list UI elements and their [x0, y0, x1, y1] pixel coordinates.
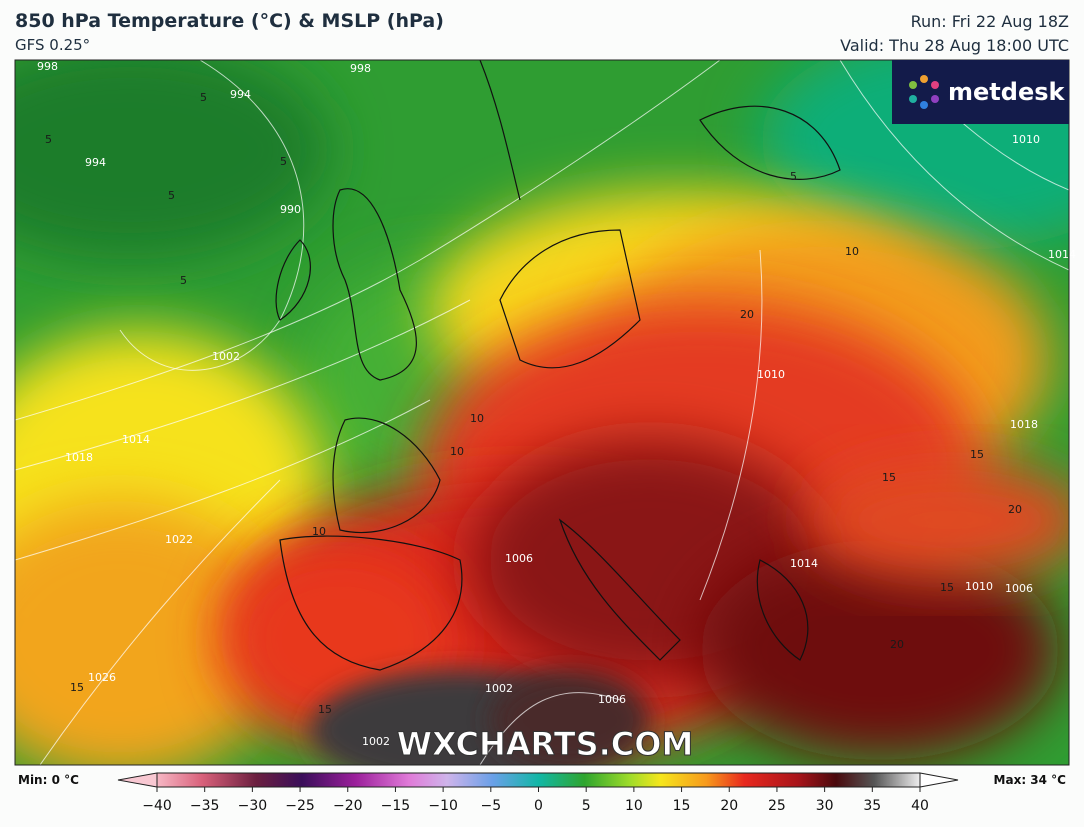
colorbar-tick-label: −40	[142, 798, 172, 814]
temperature-label: 15	[940, 581, 954, 594]
pressure-label: 994	[230, 88, 251, 101]
max-label: Max: 34 °C	[994, 773, 1067, 787]
pressure-label: 1010	[757, 368, 785, 381]
colorbar-tick-label: 10	[625, 798, 643, 814]
logo-box	[892, 60, 1069, 124]
colorbar-tick-label: 20	[720, 798, 738, 814]
temperature-label: 10	[312, 525, 326, 538]
pressure-label: 998	[37, 60, 58, 73]
pressure-label: 1026	[88, 671, 116, 684]
temperature-label: 15	[70, 681, 84, 694]
colorbar-tick-label: 0	[534, 798, 543, 814]
subtitle: GFS 0.25°	[15, 36, 91, 54]
pressure-label: 1006	[1005, 582, 1033, 595]
temperature-label: 10	[450, 445, 464, 458]
pressure-label: 994	[85, 156, 106, 169]
colorbar-tick-label: 5	[582, 798, 591, 814]
pressure-label: 1018	[1010, 418, 1038, 431]
pressure-label: 990	[280, 203, 301, 216]
colorbar-tick-label: −25	[285, 798, 315, 814]
colorbar-tick-label: −10	[428, 798, 458, 814]
pressure-label: 1006	[598, 693, 626, 706]
colorbar-tick-label: −15	[381, 798, 411, 814]
colorbar-tick-label: 35	[863, 798, 881, 814]
run-time: Run: Fri 22 Aug 18Z	[910, 12, 1069, 31]
temperature-label: 5	[790, 170, 797, 183]
watermark: WXCHARTS.COM	[397, 725, 694, 763]
title: 850 hPa Temperature (°C) & MSLP (hPa)	[15, 10, 444, 32]
pressure-label: 1010	[1012, 133, 1040, 146]
pressure-label: 1014	[790, 557, 818, 570]
map-field	[15, 60, 1069, 765]
temperature-label: 20	[740, 308, 754, 321]
pressure-label: 1018	[65, 451, 93, 464]
colorbar: Min: 0 °C Max: 34 °C −40 −35 −30 −25 −20 −15 −…	[18, 772, 1067, 814]
temperature-label: 5	[200, 91, 207, 104]
temperature-label: 15	[970, 448, 984, 461]
colorbar-tick-label: −5	[480, 798, 501, 814]
temperature-label: 5	[45, 133, 52, 146]
colorbar-tick-label: −20	[333, 798, 363, 814]
temperature-label: 5	[280, 155, 287, 168]
temperature-label: 20	[1008, 503, 1022, 516]
pressure-label: 1014	[1048, 248, 1076, 261]
pressure-label: 1022	[165, 533, 193, 546]
temperature-label: 10	[470, 412, 484, 425]
colorbar-tick-label: −35	[190, 798, 220, 814]
colorbar-tick-label: 30	[816, 798, 834, 814]
pressure-label: 1006	[505, 552, 533, 565]
pressure-label: 1002	[485, 682, 513, 695]
min-label: Min: 0 °C	[18, 773, 79, 787]
temperature-label: 15	[882, 471, 896, 484]
pressure-label: 1014	[122, 433, 150, 446]
colorbar-tick-label: 40	[911, 798, 929, 814]
temperature-label: 5	[168, 189, 175, 202]
temperature-label: 10	[845, 245, 859, 258]
valid-time: Valid: Thu 28 Aug 18:00 UTC	[840, 36, 1069, 55]
logo-icon	[909, 75, 939, 109]
pressure-label: 1010	[965, 580, 993, 593]
colorbar-tick-label: 15	[673, 798, 691, 814]
colorbar-tick-label: 25	[768, 798, 786, 814]
logo: metdesk	[948, 78, 1066, 106]
temperature-label: 20	[890, 638, 904, 651]
contour-labels: 998 998 994 994 990 1002 1014 1018 1022 1026 1006 1…	[37, 60, 1076, 748]
colorbar-tick-label: −30	[238, 798, 268, 814]
pressure-label: 1002	[362, 735, 390, 748]
pressure-label: 1002	[212, 350, 240, 363]
temperature-label: 15	[318, 703, 332, 716]
pressure-label: 998	[350, 62, 371, 75]
temperature-label: 5	[180, 274, 187, 287]
